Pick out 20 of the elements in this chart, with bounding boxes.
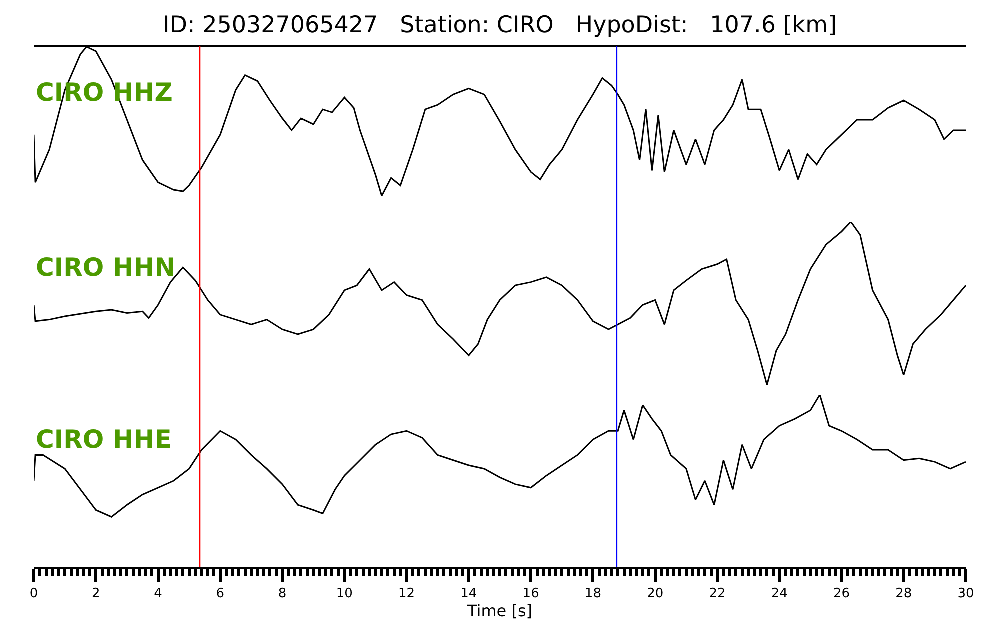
x-tick-label: 30	[958, 586, 974, 602]
x-tick-label: 14	[460, 586, 478, 602]
chart-title: ID: 250327065427 Station: CIRO HypoDist: 107.6 [km]	[163, 12, 837, 38]
x-tick-label: 20	[647, 586, 664, 602]
x-tick-label: 4	[154, 586, 162, 602]
x-tick-label: 26	[833, 586, 850, 602]
x-tick-label: 16	[522, 586, 540, 602]
x-tick-label: 2	[92, 586, 100, 602]
x-tick-label: 22	[709, 586, 726, 602]
x-tick-label: 6	[216, 586, 225, 602]
x-tick-label: 28	[896, 586, 912, 602]
annotation: CIRO HHN	[36, 253, 176, 282]
x-axis-title: Time [s]	[466, 601, 533, 620]
x-tick-label: 12	[398, 586, 416, 602]
x-tick-label: 18	[584, 586, 602, 602]
x-tick-label: 0	[30, 586, 38, 602]
annotation: CIRO HHE	[36, 425, 172, 454]
x-tick-label: 24	[771, 586, 788, 602]
x-tick-label: 10	[336, 586, 353, 602]
x-tick-label: 8	[278, 586, 287, 602]
